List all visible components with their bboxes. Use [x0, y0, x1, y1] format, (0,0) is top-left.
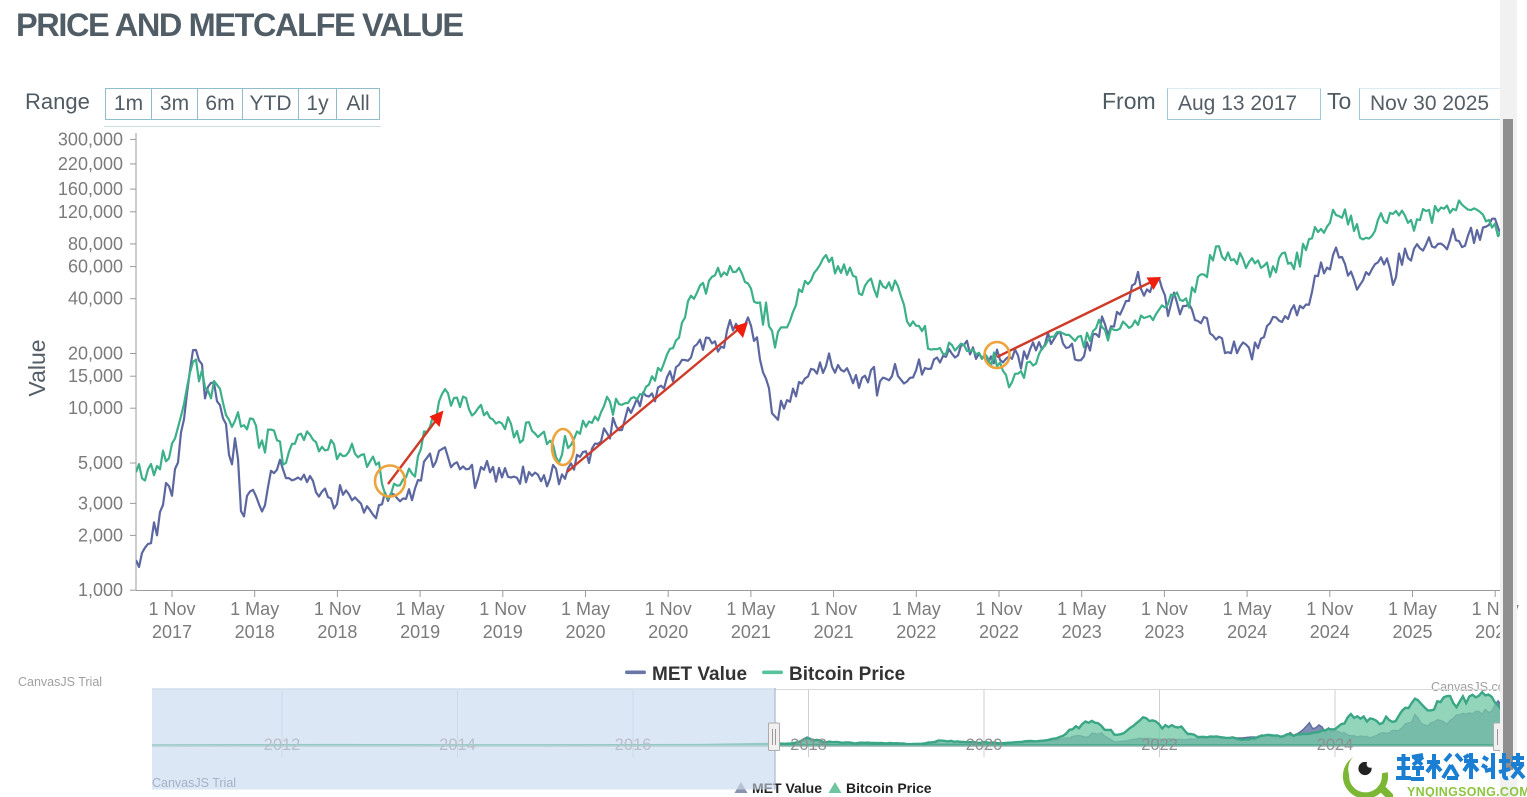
svg-text:40,000: 40,000: [68, 289, 123, 309]
svg-text:120,000: 120,000: [58, 202, 123, 222]
svg-text:20,000: 20,000: [68, 344, 123, 364]
svg-text:2024: 2024: [1227, 622, 1267, 642]
svg-text:1,000: 1,000: [78, 580, 123, 600]
svg-text:1 May: 1 May: [396, 599, 445, 619]
svg-text:2021: 2021: [814, 622, 854, 642]
svg-text:2019: 2019: [400, 622, 440, 642]
svg-text:10,000: 10,000: [68, 398, 123, 418]
svg-text:300,000: 300,000: [58, 129, 123, 149]
svg-text:2021: 2021: [731, 622, 771, 642]
svg-text:2018: 2018: [790, 736, 827, 754]
svg-text:1 Nov: 1 Nov: [645, 599, 692, 619]
svg-text:2,000: 2,000: [78, 525, 123, 545]
svg-text:Value: Value: [24, 339, 50, 396]
svg-text:2022: 2022: [896, 622, 936, 642]
svg-text:1 Nov: 1 Nov: [314, 599, 361, 619]
svg-text:5,000: 5,000: [78, 453, 123, 473]
svg-text:Bitcoin Price: Bitcoin Price: [789, 664, 905, 685]
svg-text:2025: 2025: [1392, 622, 1432, 642]
svg-text:2020: 2020: [648, 622, 688, 642]
svg-text:2018: 2018: [235, 622, 275, 642]
svg-text:1 Nov: 1 Nov: [1306, 599, 1353, 619]
svg-text:2018: 2018: [317, 622, 357, 642]
svg-text:2017: 2017: [152, 622, 192, 642]
svg-text:1 May: 1 May: [230, 599, 279, 619]
svg-text:80,000: 80,000: [68, 234, 123, 254]
svg-text:1 Nov: 1 Nov: [975, 599, 1022, 619]
svg-text:2024: 2024: [1317, 736, 1354, 754]
svg-text:2019: 2019: [483, 622, 523, 642]
svg-text:2020: 2020: [565, 622, 605, 642]
svg-text:1 May: 1 May: [561, 599, 610, 619]
svg-text:60,000: 60,000: [68, 257, 123, 277]
svg-text:1 May: 1 May: [726, 599, 775, 619]
svg-text:3,000: 3,000: [78, 493, 123, 513]
svg-text:CanvasJS.cc: CanvasJS.cc: [1431, 680, 1504, 694]
svg-text:2022: 2022: [979, 622, 1019, 642]
svg-text:1 May: 1 May: [1223, 599, 1272, 619]
svg-text:2020: 2020: [966, 736, 1003, 754]
svg-text:1 Nov: 1 Nov: [810, 599, 857, 619]
svg-text:160,000: 160,000: [58, 179, 123, 199]
svg-text:15,000: 15,000: [68, 366, 123, 386]
svg-text:CanvasJS Trial: CanvasJS Trial: [18, 675, 102, 689]
svg-text:1 May: 1 May: [1057, 599, 1106, 619]
svg-text:1 Nov: 1 Nov: [479, 599, 526, 619]
svg-text:1 Nov: 1 Nov: [148, 599, 195, 619]
svg-text:Bitcoin Price: Bitcoin Price: [846, 780, 932, 796]
svg-text:2022: 2022: [1141, 736, 1178, 754]
svg-text:1 May: 1 May: [1388, 599, 1437, 619]
svg-text:1 May: 1 May: [892, 599, 941, 619]
svg-text:220,000: 220,000: [58, 154, 123, 174]
svg-text:2023: 2023: [1062, 622, 1102, 642]
svg-text:1 Nov: 1 Nov: [1141, 599, 1188, 619]
svg-text:CanvasJS Trial: CanvasJS Trial: [152, 776, 236, 790]
svg-text:2024: 2024: [1310, 622, 1350, 642]
svg-text:2023: 2023: [1144, 622, 1184, 642]
svg-text:MET Value: MET Value: [652, 664, 747, 685]
